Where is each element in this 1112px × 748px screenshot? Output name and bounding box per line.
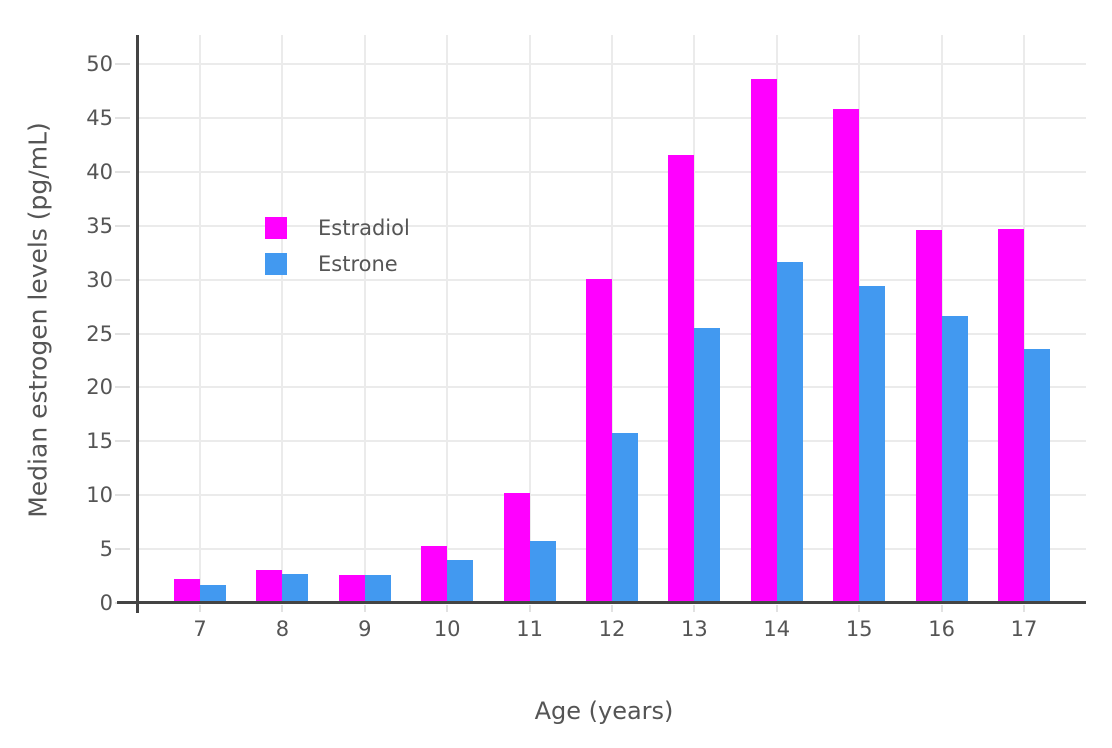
y-tick-10	[115, 494, 130, 497]
bar-estrone-age-9[interactable]	[364, 575, 391, 603]
y-axis-line	[136, 35, 139, 613]
gridline-x-12	[611, 35, 613, 603]
x-tick-11	[528, 605, 531, 612]
x-tick-label-9: 9	[358, 617, 372, 641]
x-tick-label-16: 16	[928, 617, 955, 641]
legend-label-estradiol: Estradiol	[318, 216, 410, 240]
y-tick-label-10: 10	[86, 483, 113, 508]
x-tick-label-17: 17	[1010, 617, 1038, 641]
bar-estradiol-age-11[interactable]	[503, 493, 530, 603]
x-tick-label-15: 15	[845, 617, 873, 641]
y-tick-label-0: 0	[99, 591, 113, 615]
y-tick-label-40: 40	[86, 159, 113, 184]
gridline-x-8	[281, 35, 284, 603]
bar-estradiol-age-13[interactable]	[668, 154, 695, 603]
x-axis-line	[117, 601, 1086, 604]
x-tick-9	[363, 605, 366, 612]
bar-estrone-age-8[interactable]	[282, 573, 309, 603]
legend-label-estrone: Estrone	[318, 252, 398, 276]
bar-estradiol-age-12[interactable]	[586, 278, 612, 603]
bar-estradiol-age-16[interactable]	[915, 230, 942, 603]
y-tick-label-25: 25	[86, 321, 113, 346]
x-tick-label-11: 11	[516, 617, 543, 641]
bar-estrone-age-12[interactable]	[612, 432, 638, 603]
y-tick-45	[115, 116, 130, 119]
bar-estrone-age-7[interactable]	[200, 584, 226, 603]
y-tick-5	[115, 548, 130, 551]
y-tick-label-35: 35	[86, 213, 113, 238]
bar-estrone-age-16[interactable]	[941, 316, 968, 603]
legend-item-estradiol[interactable]: Estradiol	[265, 217, 410, 239]
estradiol-color-swatch	[265, 217, 287, 239]
bar-estrone-age-11[interactable]	[529, 540, 556, 603]
x-tick-label-14: 14	[763, 617, 791, 641]
bar-estrone-age-13[interactable]	[694, 328, 721, 603]
bar-estrone-age-15[interactable]	[859, 286, 886, 603]
legend: Estradiol Estrone	[265, 217, 410, 275]
gridline-x-7	[199, 35, 201, 603]
y-tick-label-15: 15	[86, 429, 113, 454]
gridline-x-10	[446, 35, 449, 603]
y-tick-label-20: 20	[86, 375, 113, 400]
gridline-x-11	[528, 35, 531, 603]
y-tick-label-30: 30	[86, 267, 113, 292]
legend-item-estrone[interactable]: Estrone	[265, 253, 410, 275]
bar-estradiol-age-15[interactable]	[833, 109, 860, 603]
x-tick-15	[858, 605, 861, 612]
y-tick-label-45: 45	[86, 105, 113, 130]
y-tick-label-5: 5	[99, 537, 113, 562]
x-tick-12	[611, 605, 613, 612]
x-tick-10	[446, 605, 449, 612]
gridline-x-17	[1023, 35, 1025, 603]
y-tick-20	[115, 386, 130, 389]
y-tick-35	[115, 224, 130, 227]
bar-estradiol-age-10[interactable]	[421, 545, 448, 603]
gridline-x-9	[363, 35, 366, 603]
y-tick-30	[115, 278, 130, 281]
bar-estrone-age-10[interactable]	[447, 559, 474, 603]
y-tick-40	[115, 170, 130, 173]
x-axis-title: Age (years)	[534, 697, 674, 725]
x-tick-16	[940, 605, 943, 612]
x-tick-7	[199, 605, 201, 612]
estrone-color-swatch	[265, 253, 287, 275]
bar-estradiol-age-14[interactable]	[750, 79, 777, 603]
bar-estradiol-age-8[interactable]	[256, 569, 283, 603]
x-tick-label-7: 7	[193, 617, 207, 641]
bar-estradiol-age-7[interactable]	[174, 579, 200, 603]
x-tick-label-8: 8	[275, 617, 290, 641]
x-tick-14	[775, 605, 778, 612]
bar-estrone-age-14[interactable]	[776, 262, 803, 603]
y-tick-label-50: 50	[86, 52, 113, 76]
y-tick-15	[115, 440, 130, 443]
x-tick-label-12: 12	[598, 617, 626, 641]
x-tick-label-13: 13	[681, 617, 708, 641]
x-tick-17	[1023, 605, 1025, 612]
bar-estradiol-age-9[interactable]	[338, 575, 365, 603]
x-tick-8	[281, 605, 284, 612]
y-tick-50	[115, 63, 130, 65]
bar-estrone-age-17[interactable]	[1024, 348, 1050, 603]
x-tick-label-10: 10	[433, 617, 461, 641]
gridline-x-13	[693, 35, 696, 603]
x-tick-13	[693, 605, 696, 612]
bar-estradiol-age-17[interactable]	[998, 228, 1024, 603]
y-tick-25	[115, 332, 130, 335]
plot-area	[115, 35, 1086, 613]
